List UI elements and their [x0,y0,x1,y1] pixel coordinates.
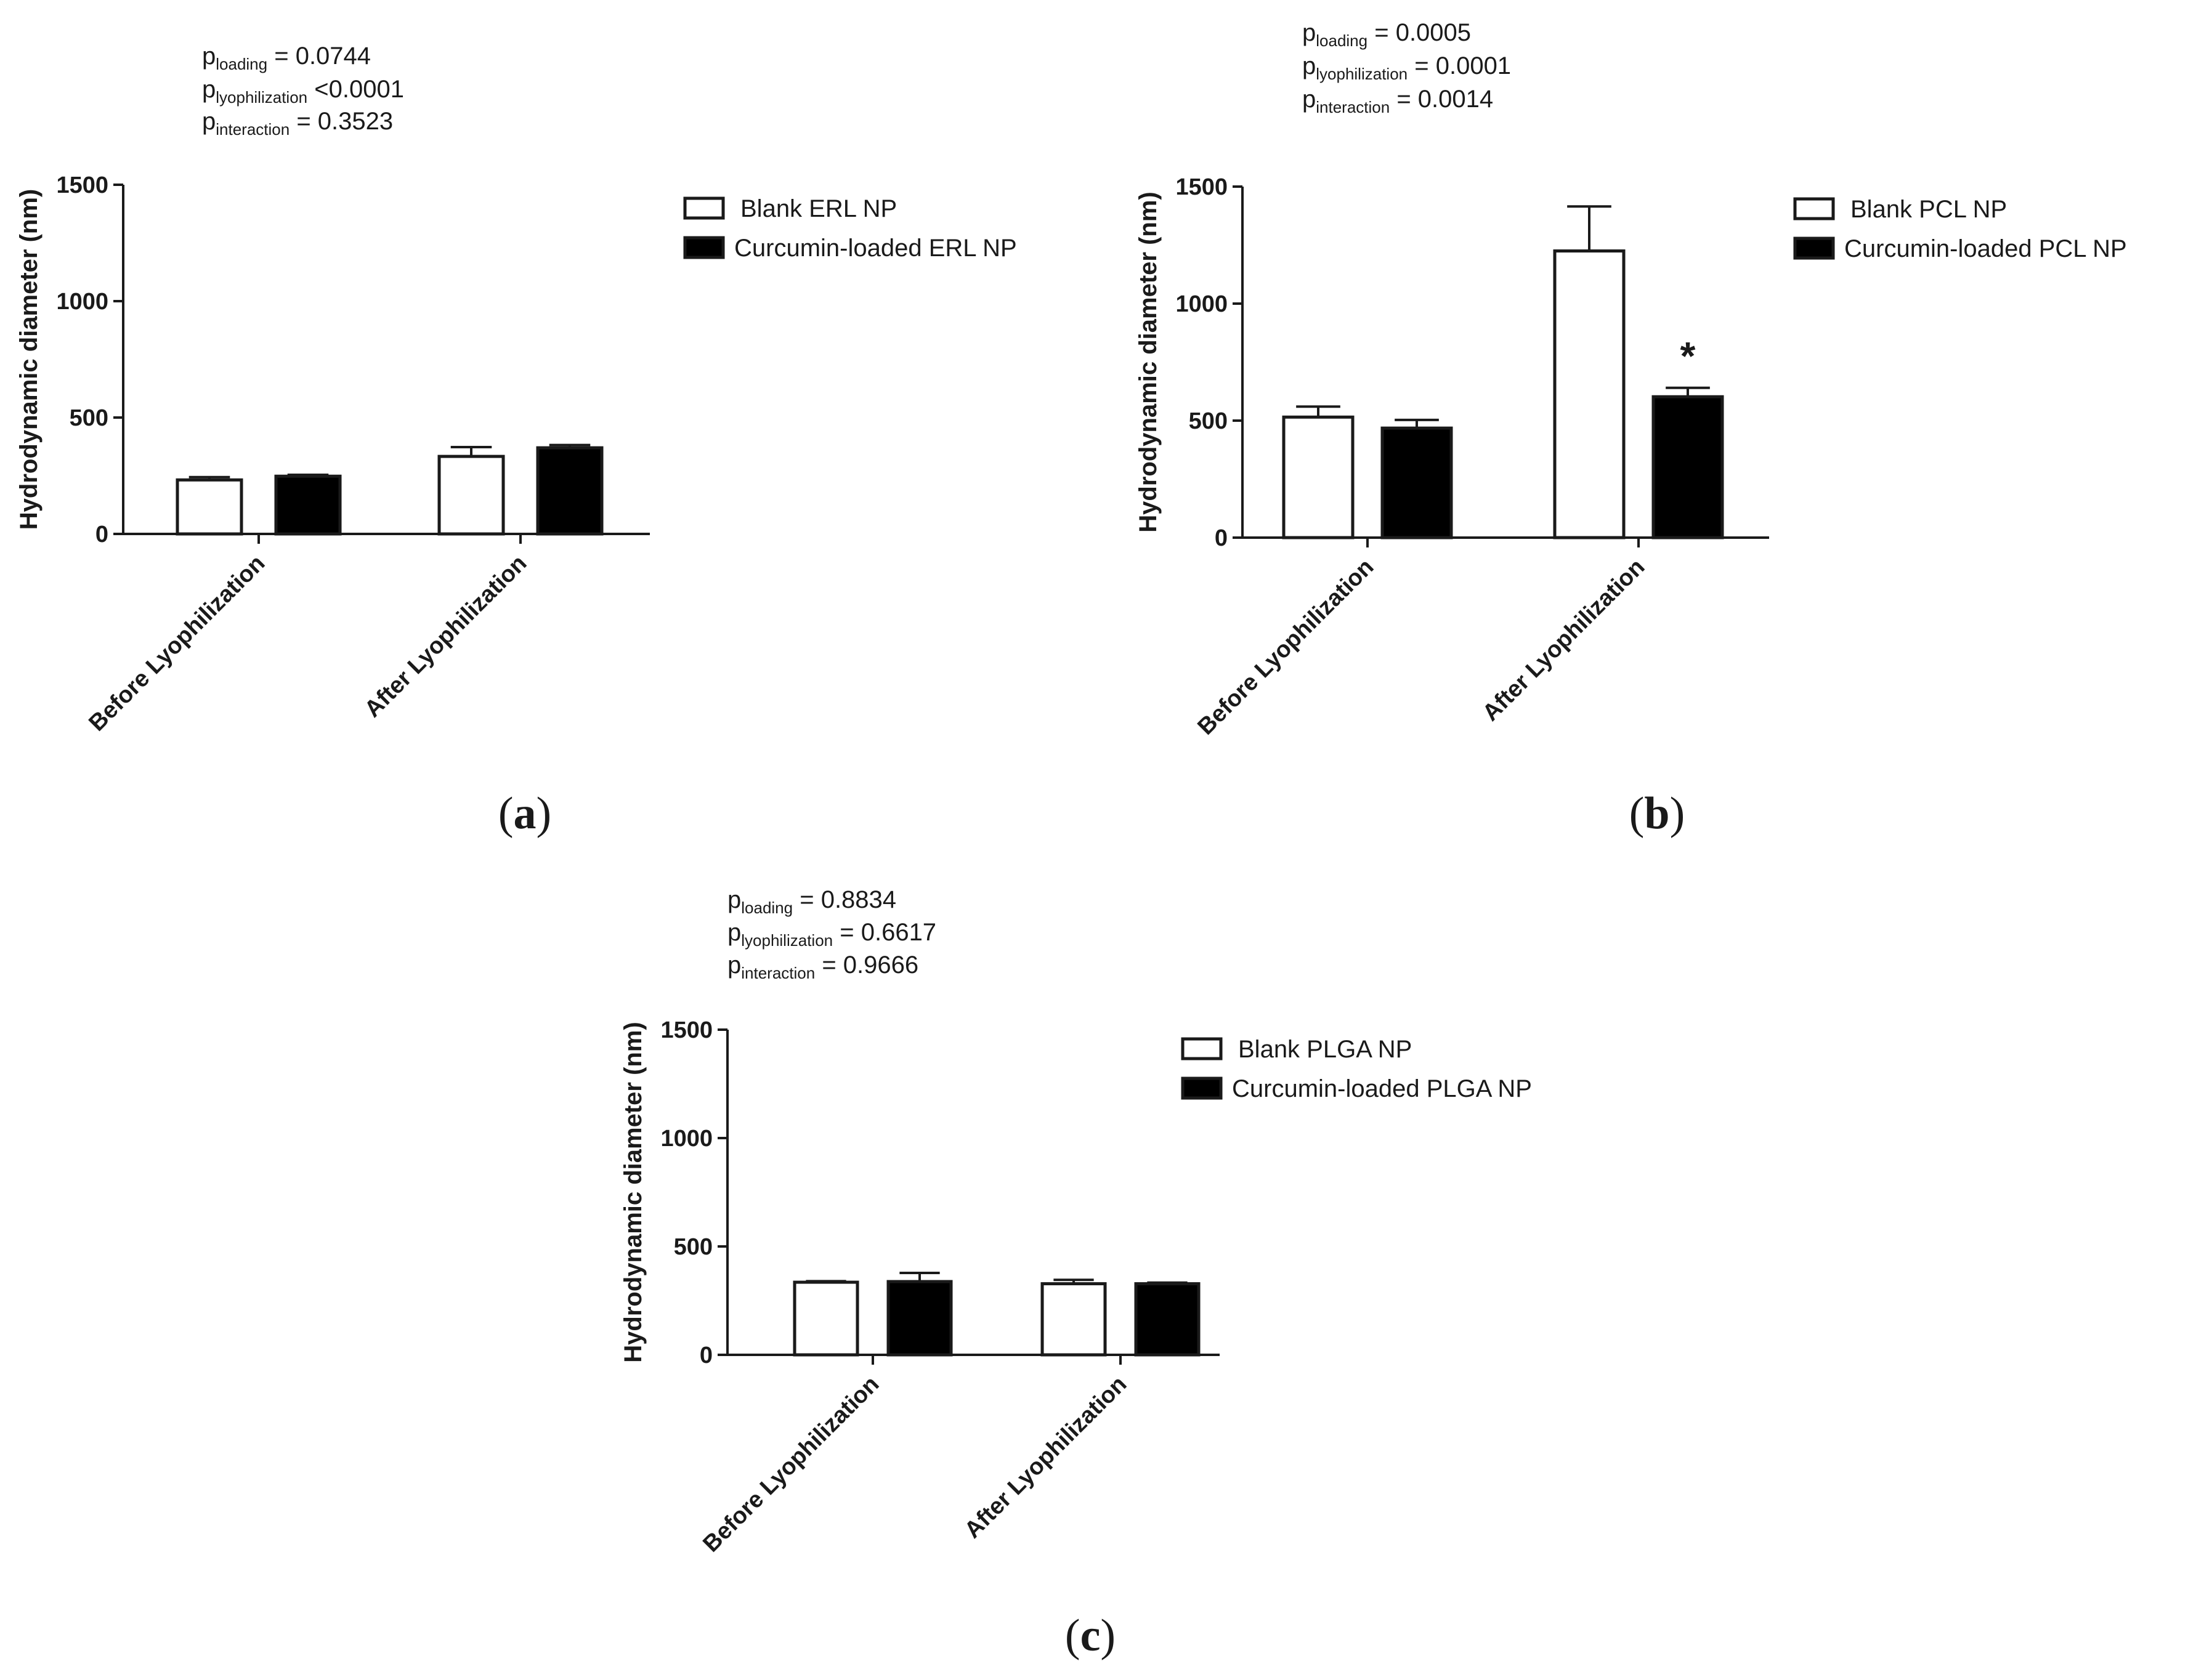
p-symbol: p [1302,86,1316,113]
bar-curcumin-after [536,446,604,536]
p-value-text: = 0.0744 [267,42,371,70]
legend-label: Curcumin-loaded ERL NP [734,235,1017,262]
p-value-text: = 0.0014 [1390,86,1493,113]
p-value-annotation: ploading = 0.0005 [1302,19,1471,50]
y-axis-label: Hydrodynamic diameter (nm) [15,189,43,530]
panel-label-letter: c [1080,1610,1101,1661]
legend-swatch [683,236,725,259]
bar-blank-before [176,478,243,536]
panel-label: (b) [1629,788,1685,839]
y-tick-label: 1000 [660,1126,713,1152]
legend-label: Blank ERL NP [740,195,897,222]
p-symbol: p [727,886,741,913]
legend-swatch [683,196,725,220]
y-tick-label: 0 [95,522,108,547]
panel-label-letter: b [1644,788,1669,839]
p-subscript: loading [1316,31,1367,50]
bar-blank-after [1553,249,1626,539]
panel-label-letter: a [514,788,537,839]
bar-blank-after [437,454,505,536]
p-subscript: loading [741,899,793,917]
bar-curcumin-before [1380,426,1453,539]
legend-label: Curcumin-loaded PLGA NP [1232,1075,1532,1102]
y-tick-label: 0 [700,1343,713,1368]
p-value-text: = 0.8834 [793,886,896,913]
p-subscript: interaction [216,120,290,139]
p-value-text: = 0.0001 [1408,52,1511,79]
legend-label: Curcumin-loaded PCL NP [1844,235,2127,262]
p-subscript: loading [216,55,267,73]
bar-curcumin-before [886,1280,953,1357]
p-value-text: = 0.3523 [290,108,393,135]
p-symbol: p [1302,52,1316,79]
panel-label: (c) [1065,1610,1116,1661]
significance-marker: * [1680,334,1696,378]
p-value-annotation: plyophilization <0.0001 [202,76,404,107]
p-symbol: p [202,42,216,70]
p-value-text: = 0.6617 [833,919,936,946]
legend-label: Blank PCL NP [1850,196,2007,223]
panel-label-open: ( [1065,1610,1080,1661]
legend-swatch [1793,197,1835,220]
panel-label-open: ( [498,788,514,839]
p-value-annotation: pinteraction = 0.9666 [727,951,918,982]
bar-curcumin-before [274,474,342,536]
p-subscript: interaction [741,964,815,982]
p-symbol: p [727,951,741,979]
y-tick-label: 1500 [660,1017,713,1043]
p-subscript: lyophilization [216,88,307,107]
bar-curcumin-after [1134,1282,1201,1357]
panel-label: (a) [498,788,551,839]
y-tick-label: 1500 [1175,174,1228,200]
p-value-text: = 0.0005 [1367,19,1471,46]
bar-blank-before [1282,415,1355,539]
legend-swatch [1793,236,1835,260]
p-symbol: p [202,76,216,103]
panel-label-open: ( [1629,788,1645,839]
y-tick-label: 0 [1215,525,1228,551]
p-value-annotation: plyophilization = 0.0001 [1302,52,1511,83]
panel-label-close: ) [1100,1610,1116,1661]
y-tick-label: 500 [674,1234,713,1260]
p-subscript: lyophilization [1316,65,1408,83]
y-axis-label: Hydrodynamic diameter (nm) [1135,192,1162,532]
y-tick-label: 1000 [1175,291,1228,317]
p-symbol: p [1302,19,1316,46]
panel-label-close: ) [537,788,552,839]
y-tick-label: 500 [70,405,108,431]
p-value-annotation: ploading = 0.0744 [202,42,371,73]
y-tick-label: 1000 [56,289,108,315]
y-axis-label: Hydrodynamic diameter (nm) [620,1022,647,1362]
bar-blank-after [1040,1282,1107,1357]
y-tick-label: 1500 [56,172,108,198]
legend-swatch [1181,1076,1223,1100]
p-value-text: = 0.9666 [815,951,918,979]
panel-label-close: ) [1670,788,1685,839]
bar-curcumin-after [1651,395,1724,539]
p-value-annotation: ploading = 0.8834 [727,886,896,917]
p-symbol: p [727,919,741,946]
p-subscript: lyophilization [741,931,833,950]
p-subscript: interaction [1316,98,1390,116]
y-tick-label: 500 [1189,408,1228,434]
p-value-annotation: plyophilization = 0.6617 [727,919,936,950]
p-symbol: p [202,108,216,135]
bar-blank-before [793,1280,859,1357]
legend-swatch [1181,1037,1223,1060]
p-value-text: <0.0001 [307,76,404,103]
p-value-annotation: pinteraction = 0.0014 [1302,86,1493,116]
p-value-annotation: pinteraction = 0.3523 [202,108,393,139]
legend-label: Blank PLGA NP [1238,1036,1412,1063]
